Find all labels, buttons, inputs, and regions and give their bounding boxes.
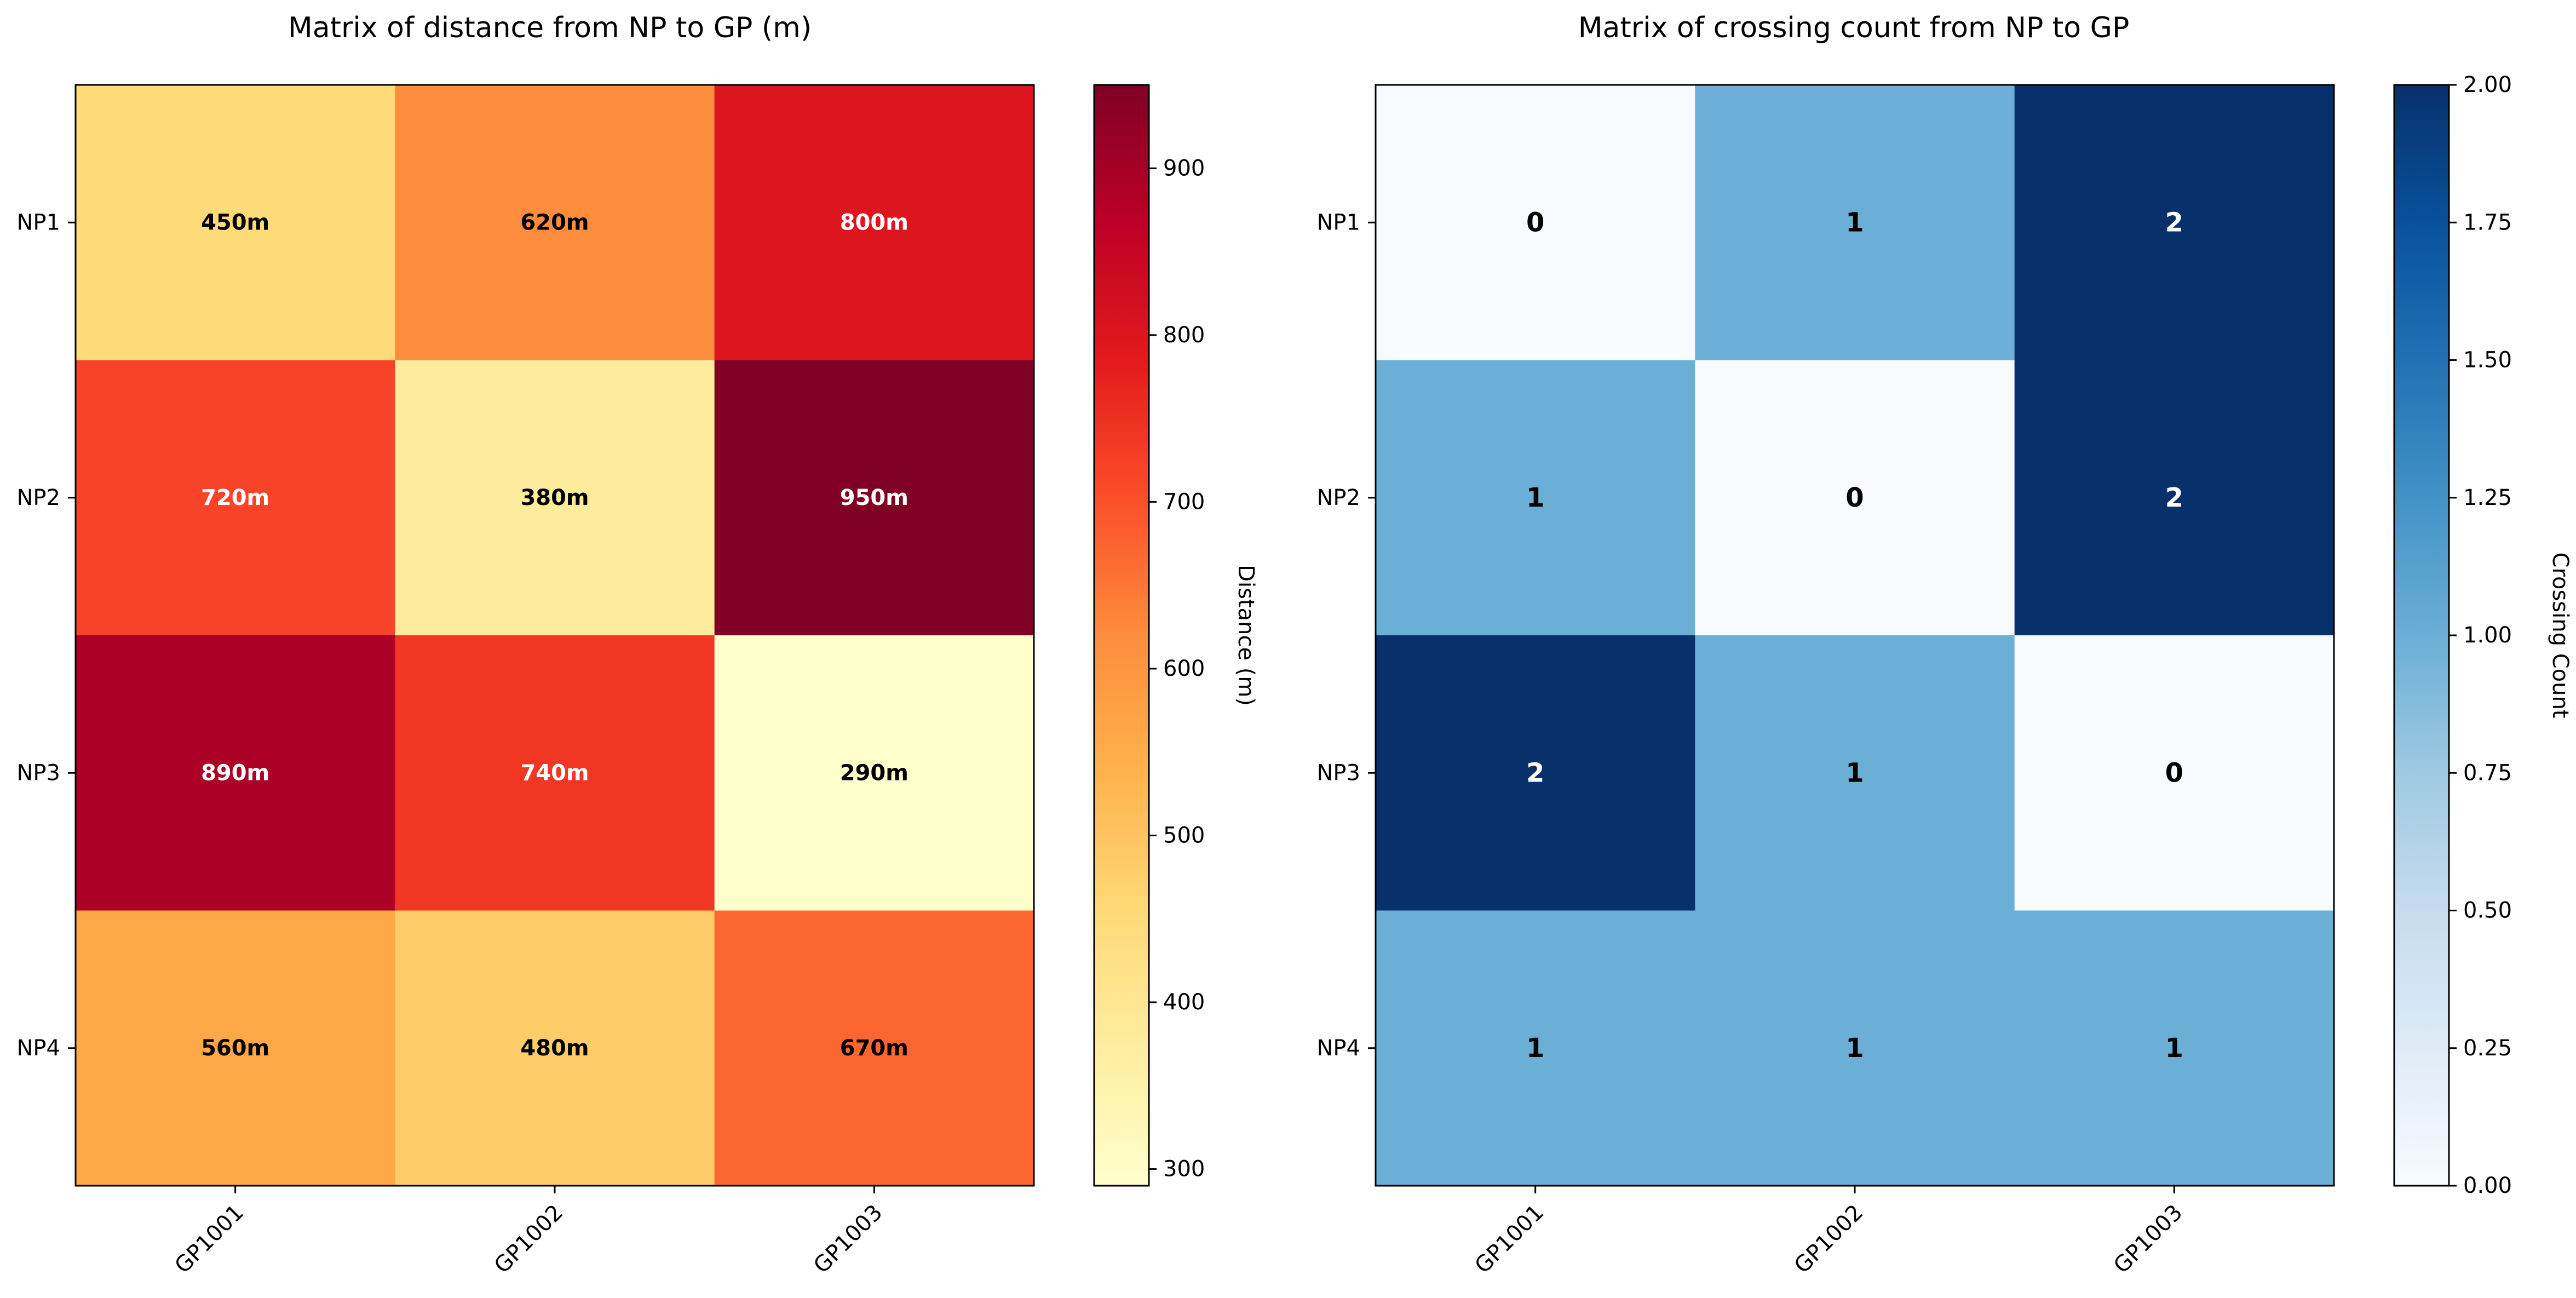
heatmap-cell bbox=[2014, 360, 2334, 636]
cell-value-label: 1 bbox=[1845, 1033, 1864, 1064]
colorbar-gradient bbox=[2394, 85, 2449, 1186]
column-tick-label: GP1001 bbox=[1470, 1200, 1548, 1278]
cell-value-label: 800m bbox=[840, 210, 909, 235]
row-tick-label: NP2 bbox=[17, 485, 61, 510]
cell-value-label: 1 bbox=[1845, 207, 1864, 238]
colorbar: 0.00 0.25 0.50 0.75 1.00 1.25 1.50 1.75 2.00 Cro… bbox=[2393, 72, 2573, 1198]
heatmap-cell bbox=[2014, 910, 2334, 1186]
colorbar-tick-label: 0.75 bbox=[2463, 760, 2512, 785]
heatmap-cell bbox=[1376, 910, 1695, 1186]
chart-title: Matrix of distance from NP to GP (m) bbox=[288, 12, 812, 44]
colorbar-tick-label: 300 bbox=[1163, 1157, 1205, 1182]
row-tick-label: NP1 bbox=[1317, 210, 1361, 235]
column-tick-label: GP1002 bbox=[1790, 1200, 1868, 1278]
heatmap-cell bbox=[395, 85, 715, 361]
heatmap-cell bbox=[395, 360, 715, 636]
colorbar-tick-label: 400 bbox=[1163, 990, 1205, 1015]
cell-value-label: 740m bbox=[520, 760, 589, 785]
cell-value-label: 290m bbox=[840, 760, 909, 785]
cell-value-label: 1 bbox=[1526, 1033, 1544, 1064]
heatmap-cell bbox=[2014, 635, 2334, 911]
cell-value-label: 670m bbox=[840, 1036, 909, 1061]
cell-value-label: 2 bbox=[1526, 757, 1544, 788]
cell-value-label: 2 bbox=[2165, 207, 2183, 238]
heatmap-cell bbox=[1695, 635, 2015, 911]
heatmap-cell bbox=[714, 360, 1034, 636]
heatmap-cell bbox=[76, 85, 395, 361]
colorbar-tick-label: 500 bbox=[1163, 823, 1205, 848]
colorbar-tick-label: 0.25 bbox=[2463, 1036, 2512, 1061]
row-tick-label: NP4 bbox=[17, 1036, 61, 1061]
cell-value-label: 1 bbox=[1845, 757, 1864, 788]
crossing-count-heatmap: Matrix of crossing count from NP to GP 0… bbox=[1317, 12, 2573, 1278]
heatmap-cell bbox=[1376, 85, 1695, 361]
heatmap-cell bbox=[2014, 85, 2334, 361]
colorbar-gradient bbox=[1094, 85, 1149, 1186]
colorbar-label: Crossing Count bbox=[2548, 552, 2573, 718]
heatmap-cell bbox=[395, 635, 715, 911]
colorbar-tick-label: 600 bbox=[1163, 656, 1205, 681]
row-tick-label: NP3 bbox=[1317, 760, 1361, 785]
cell-value-label: 480m bbox=[520, 1036, 589, 1061]
distance-heatmap: Matrix of distance from NP to GP (m) 450… bbox=[17, 12, 1259, 1278]
colorbar-tick-label: 1.50 bbox=[2463, 348, 2512, 373]
cell-value-label: 0 bbox=[1845, 483, 1864, 513]
colorbar-tick-label: 1.00 bbox=[2463, 623, 2512, 648]
colorbar-tick-label: 0.50 bbox=[2463, 898, 2512, 923]
column-tick-label: GP1003 bbox=[2109, 1200, 2187, 1278]
cell-value-label: 1 bbox=[2165, 1033, 2183, 1064]
colorbar: 300 400 500 600 700 800 900 Distance (m) bbox=[1093, 84, 1258, 1187]
colorbar-tick-label: 900 bbox=[1163, 156, 1205, 181]
cell-value-label: 380m bbox=[520, 485, 589, 510]
heatmap-cell bbox=[1376, 360, 1695, 636]
cell-value-label: 1 bbox=[1526, 483, 1544, 513]
heatmap-cell bbox=[714, 635, 1034, 911]
heatmap-cell bbox=[76, 635, 395, 911]
colorbar-label: Distance (m) bbox=[1233, 565, 1258, 706]
cell-value-label: 0 bbox=[2165, 757, 2183, 788]
cell-value-label: 560m bbox=[201, 1036, 269, 1061]
row-tick-label: NP3 bbox=[17, 760, 61, 785]
colorbar-tick-label: 2.00 bbox=[2463, 72, 2512, 97]
cell-value-label: 890m bbox=[201, 760, 269, 785]
heatmap-cell bbox=[1695, 360, 2015, 636]
cell-value-label: 950m bbox=[840, 485, 909, 510]
cell-value-label: 450m bbox=[201, 210, 269, 235]
heatmap-cell bbox=[714, 85, 1034, 361]
cell-value-label: 2 bbox=[2165, 483, 2183, 513]
colorbar-tick-label: 1.75 bbox=[2463, 210, 2512, 235]
cell-value-label: 720m bbox=[201, 485, 269, 510]
chart-title: Matrix of crossing count from NP to GP bbox=[1578, 12, 2130, 44]
heatmap-cell bbox=[76, 910, 395, 1186]
column-tick-label: GP1003 bbox=[809, 1200, 887, 1278]
heatmap-cell bbox=[1695, 910, 2015, 1186]
row-tick-label: NP4 bbox=[1317, 1036, 1361, 1061]
cell-value-label: 0 bbox=[1526, 207, 1544, 238]
heatmap-cell bbox=[714, 910, 1034, 1186]
column-tick-label: GP1001 bbox=[170, 1200, 248, 1278]
heatmap-cell bbox=[395, 910, 715, 1186]
row-tick-label: NP2 bbox=[1317, 485, 1361, 510]
heatmap-cell bbox=[1695, 85, 2015, 361]
heatmap-cell bbox=[76, 360, 395, 636]
heatmap-cell bbox=[1376, 635, 1695, 911]
colorbar-tick-label: 700 bbox=[1163, 489, 1205, 514]
colorbar-frame bbox=[1093, 84, 1150, 1187]
column-tick-label: GP1002 bbox=[490, 1200, 568, 1278]
colorbar-tick-label: 800 bbox=[1163, 323, 1205, 348]
cell-value-label: 620m bbox=[520, 210, 589, 235]
colorbar-tick-label: 1.25 bbox=[2463, 485, 2512, 510]
colorbar-tick-label: 0.00 bbox=[2463, 1173, 2512, 1198]
row-tick-label: NP1 bbox=[17, 210, 61, 235]
